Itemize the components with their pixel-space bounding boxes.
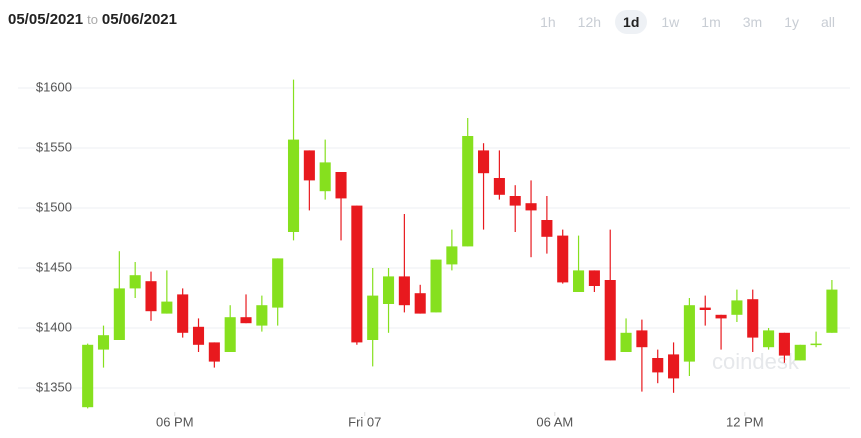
- range-button[interactable]: 1w: [661, 14, 680, 30]
- y-tick-label: $1600: [36, 79, 72, 94]
- candle-body: [256, 305, 268, 326]
- candle-body: [683, 305, 695, 362]
- candle-body: [113, 288, 125, 340]
- header: 05/05/2021 to 05/06/2021 1h 12h 1d 1w 1m 3m 1y al…: [0, 0, 861, 44]
- candle-body: [509, 196, 521, 206]
- candle-body: [240, 317, 252, 324]
- range-button[interactable]: 12h: [577, 14, 602, 30]
- y-tick-label: $1350: [36, 379, 72, 394]
- candle-body: [382, 276, 395, 304]
- candle-body: [192, 326, 205, 345]
- x-tick-label: 12 PM: [726, 414, 764, 429]
- to-word: to: [87, 12, 98, 27]
- candle-body: [303, 150, 315, 181]
- candle-body: [287, 139, 300, 232]
- candle-body: [208, 342, 220, 362]
- candle-body: [778, 332, 790, 356]
- candle-body: [161, 301, 173, 314]
- y-tick-label: $1400: [36, 319, 72, 334]
- range-button[interactable]: 1d: [615, 10, 648, 34]
- candle-body: [129, 275, 141, 289]
- x-tick-label: 06 AM: [536, 414, 573, 429]
- candle-body: [462, 136, 474, 247]
- candle-body: [319, 162, 331, 192]
- date-to: 05/06/2021: [101, 11, 177, 28]
- candle-body: [351, 205, 363, 343]
- candle-body: [573, 270, 585, 292]
- y-tick-label: $1500: [36, 199, 72, 214]
- range-buttons: 1h 12h 1d 1w 1m 3m 1y all: [532, 10, 843, 34]
- candle-body: [82, 344, 94, 408]
- candle-body: [557, 235, 569, 283]
- candle-body: [588, 270, 600, 286]
- candle-body: [398, 276, 410, 306]
- candle-body: [652, 358, 664, 373]
- candle-body: [335, 172, 347, 199]
- candle-body: [620, 332, 632, 352]
- candle-body: [414, 293, 426, 314]
- candle-body: [446, 246, 458, 265]
- range-button[interactable]: all: [820, 14, 835, 30]
- candle-body: [145, 281, 157, 312]
- candle-body: [794, 344, 806, 361]
- range-button[interactable]: 1m: [701, 14, 721, 30]
- candle-body: [224, 317, 236, 352]
- candle-body: [731, 300, 743, 315]
- y-tick-label: $1550: [36, 139, 72, 154]
- candle-body: [604, 280, 616, 361]
- candle-body: [272, 258, 284, 308]
- candle-body: [668, 354, 680, 379]
- candle-body: [826, 289, 838, 333]
- date-from: 05/05/2021: [8, 11, 84, 28]
- candle-body: [763, 330, 775, 348]
- y-tick-label: $1450: [36, 259, 72, 274]
- candle-body: [715, 314, 727, 319]
- candle-body: [747, 299, 759, 338]
- candle-body: [177, 294, 189, 333]
- candle-body: [636, 330, 648, 348]
- candle-body: [525, 203, 537, 211]
- candle-body: [97, 335, 110, 350]
- candle-body: [430, 259, 442, 313]
- date-range: 05/05/2021 to 05/06/2021: [8, 11, 177, 28]
- candle-body: [810, 343, 822, 346]
- candle-body: [367, 295, 379, 340]
- range-button[interactable]: 1y: [784, 14, 799, 30]
- candle-body: [699, 307, 711, 310]
- candle-body: [478, 150, 490, 174]
- candle-body: [493, 178, 505, 195]
- x-tick-label: Fri 07: [348, 414, 381, 429]
- range-button[interactable]: 1h: [540, 14, 556, 30]
- range-button[interactable]: 3m: [742, 14, 763, 30]
- x-tick-label: 06 PM: [156, 414, 194, 429]
- candle-body: [541, 220, 553, 237]
